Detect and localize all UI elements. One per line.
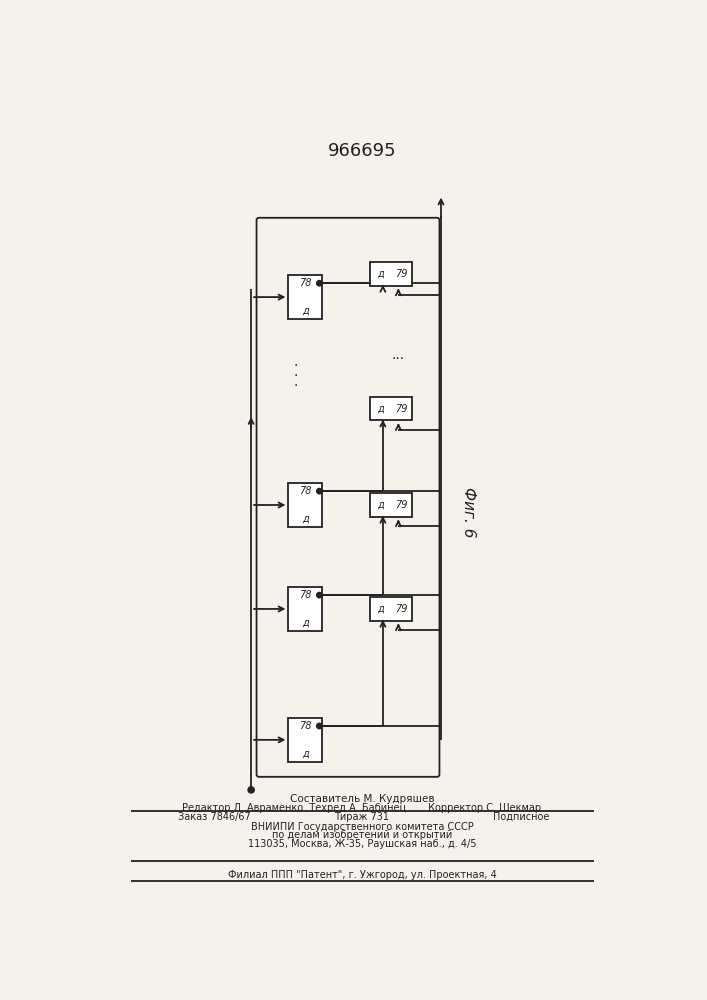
Text: 966695: 966695 — [327, 142, 396, 160]
Text: ...: ... — [392, 348, 405, 362]
Text: Заказ 7846/67: Заказ 7846/67 — [177, 812, 250, 822]
Text: ВНИИПИ Государственного комитета СССР: ВНИИПИ Государственного комитета СССР — [250, 822, 473, 832]
Text: 78: 78 — [299, 590, 312, 600]
Text: .: . — [294, 355, 298, 369]
Circle shape — [317, 723, 322, 729]
Text: Фиг. 6: Фиг. 6 — [461, 487, 476, 538]
Bar — [370, 397, 411, 420]
Text: Составитель М. Кудряшев: Составитель М. Кудряшев — [290, 794, 434, 804]
Text: 79: 79 — [395, 604, 407, 614]
Text: .: . — [294, 375, 298, 389]
Text: д: д — [377, 404, 383, 414]
Circle shape — [248, 787, 255, 793]
Text: Редактор Л. Авраменко  Техред А. Бабинец       Корректор С. Шекмар: Редактор Л. Авраменко Техред А. Бабинец … — [182, 803, 542, 813]
Text: Тираж 731: Тираж 731 — [334, 812, 390, 822]
Circle shape — [317, 592, 322, 598]
Text: д: д — [302, 618, 309, 628]
Bar — [288, 587, 322, 631]
Text: .: . — [294, 365, 298, 379]
Text: д: д — [377, 269, 383, 279]
Text: по делам изобретений и открытий: по делам изобретений и открытий — [271, 830, 452, 840]
Text: д: д — [302, 514, 309, 524]
Text: 78: 78 — [299, 278, 312, 288]
Bar — [288, 483, 322, 527]
Text: 79: 79 — [395, 269, 407, 279]
Text: д: д — [377, 500, 383, 510]
Bar — [370, 262, 411, 286]
Text: 78: 78 — [299, 486, 312, 496]
Text: д: д — [302, 749, 309, 759]
Circle shape — [317, 281, 322, 286]
Bar — [288, 275, 322, 319]
Text: 79: 79 — [395, 404, 407, 414]
Bar — [370, 597, 411, 620]
Text: д: д — [377, 604, 383, 614]
Text: д: д — [302, 306, 309, 316]
Circle shape — [317, 488, 322, 494]
Bar — [370, 493, 411, 517]
Text: Филиал ППП "Патент", г. Ужгород, ул. Проектная, 4: Филиал ППП "Патент", г. Ужгород, ул. Про… — [228, 870, 496, 880]
Text: Подписное: Подписное — [493, 812, 549, 822]
Bar — [288, 718, 322, 762]
Text: 79: 79 — [395, 500, 407, 510]
Text: 113035, Москва, Ж-35, Раушская наб., д. 4/5: 113035, Москва, Ж-35, Раушская наб., д. … — [247, 839, 477, 849]
Text: 78: 78 — [299, 721, 312, 731]
